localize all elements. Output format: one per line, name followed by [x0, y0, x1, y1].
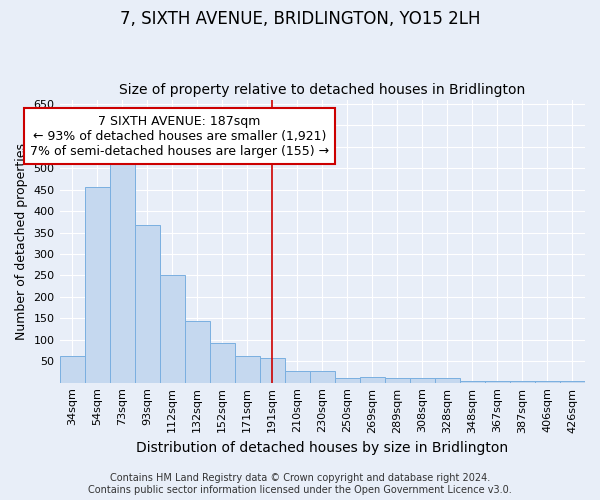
Bar — [85, 188, 110, 382]
Bar — [435, 378, 460, 382]
Bar — [360, 377, 385, 382]
X-axis label: Distribution of detached houses by size in Bridlington: Distribution of detached houses by size … — [136, 441, 508, 455]
Bar — [209, 343, 235, 382]
Bar — [235, 356, 260, 382]
Bar — [285, 371, 310, 382]
Bar — [485, 380, 510, 382]
Bar — [535, 380, 560, 382]
Bar — [185, 322, 209, 382]
Bar — [110, 160, 134, 382]
Bar — [335, 378, 360, 382]
Title: Size of property relative to detached houses in Bridlington: Size of property relative to detached ho… — [119, 83, 526, 97]
Text: Contains HM Land Registry data © Crown copyright and database right 2024.
Contai: Contains HM Land Registry data © Crown c… — [88, 474, 512, 495]
Bar — [510, 380, 535, 382]
Bar — [385, 378, 410, 382]
Bar — [310, 371, 335, 382]
Bar — [160, 276, 185, 382]
Bar — [59, 356, 85, 382]
Bar — [134, 225, 160, 382]
Bar — [260, 358, 285, 382]
Text: 7, SIXTH AVENUE, BRIDLINGTON, YO15 2LH: 7, SIXTH AVENUE, BRIDLINGTON, YO15 2LH — [120, 10, 480, 28]
Bar — [560, 380, 585, 382]
Bar — [410, 378, 435, 382]
Text: 7 SIXTH AVENUE: 187sqm
← 93% of detached houses are smaller (1,921)
7% of semi-d: 7 SIXTH AVENUE: 187sqm ← 93% of detached… — [30, 114, 329, 158]
Bar — [460, 380, 485, 382]
Y-axis label: Number of detached properties: Number of detached properties — [15, 142, 28, 340]
